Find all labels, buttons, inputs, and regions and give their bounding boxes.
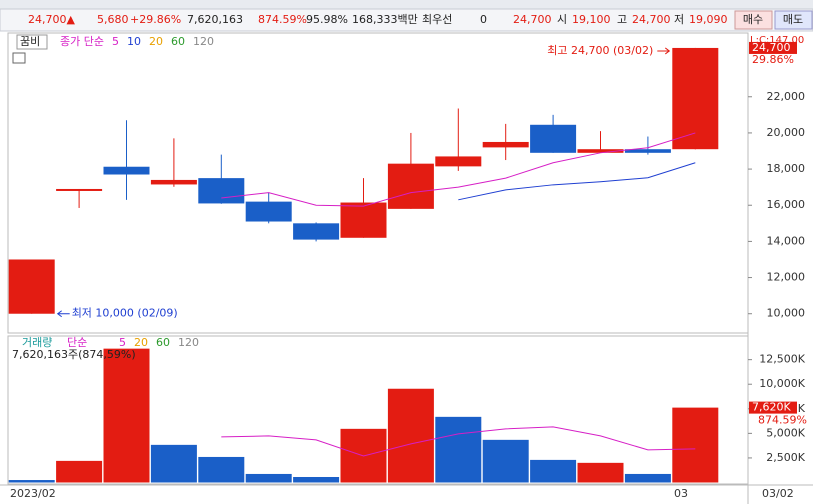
quote-row xyxy=(0,8,813,32)
volume-ratio: 874.59% xyxy=(258,13,307,26)
low-label: 저 xyxy=(674,13,684,26)
candle-body xyxy=(624,149,671,153)
y-tick-label: 16,000 xyxy=(767,198,806,211)
panel-name: 거래량 xyxy=(22,336,52,349)
y-tick-label: 18,000 xyxy=(767,162,806,175)
candle-body xyxy=(530,124,577,153)
volume-bar xyxy=(293,476,340,483)
volume-bar xyxy=(482,439,529,483)
y-tick-label: 5,000K xyxy=(766,426,805,439)
last-pct: 29.86% xyxy=(752,53,794,66)
axis-top: L:C:147.00 xyxy=(750,35,804,46)
best-value: 0 xyxy=(480,13,487,26)
candle-body xyxy=(387,163,434,209)
volume-bar xyxy=(245,473,292,483)
open: 19,100 xyxy=(572,13,611,26)
volume-bar xyxy=(672,407,719,483)
buy-label[interactable]: 매수 xyxy=(743,13,763,26)
ma-legend: 10 xyxy=(127,35,141,48)
candle-body xyxy=(340,202,387,238)
ma-legend: 120 xyxy=(193,35,214,48)
ma-legend: 60 xyxy=(156,336,170,349)
panel-name: 꿈비 xyxy=(20,35,40,48)
ma-legend: 20 xyxy=(134,336,148,349)
volume-bar xyxy=(198,456,245,483)
volume-bar xyxy=(577,462,624,483)
ma-legend: 5 xyxy=(112,35,119,48)
price: 24,700▲ xyxy=(28,13,75,26)
high: 24,700 xyxy=(632,13,671,26)
volume: 7,620,163 xyxy=(187,13,243,26)
ma-line xyxy=(458,162,696,201)
volume-box xyxy=(749,401,797,414)
ma-line xyxy=(221,426,696,457)
change: 5,680 xyxy=(97,13,129,26)
high-annotation: 최고 24,700 (03/02) xyxy=(547,44,653,57)
indicator: 종가 단순 xyxy=(60,35,104,48)
candle-body xyxy=(56,188,103,191)
candle-body xyxy=(150,179,197,185)
ma-legend: 5 xyxy=(119,336,126,349)
y-tick-label: 10,000K xyxy=(759,377,805,390)
ma-legend: 120 xyxy=(178,336,199,349)
volume-summary: 7,620,163주(874,59%) xyxy=(12,348,136,361)
icon[interactable] xyxy=(12,52,26,64)
amount: 168,333백만 xyxy=(352,13,418,26)
candle-body xyxy=(103,166,150,175)
y-tick-label: 14,000 xyxy=(767,234,806,247)
candle-body xyxy=(293,223,340,240)
ma-legend: 60 xyxy=(171,35,185,48)
arrow xyxy=(56,310,70,318)
y-tick-label: 12,000 xyxy=(767,271,806,284)
y-tick-label: 12,500K xyxy=(759,353,805,366)
low-annotation: 최저 10,000 (02/09) xyxy=(72,307,178,320)
candle-body xyxy=(577,149,624,153)
volume-bar xyxy=(624,473,671,483)
sell-button[interactable] xyxy=(774,10,813,30)
indicator: 단순 xyxy=(67,336,87,349)
toolbar-row xyxy=(0,0,813,9)
turnover: 95.98% xyxy=(306,13,348,26)
candle-body xyxy=(8,259,55,314)
ma-line xyxy=(221,132,696,207)
name-box xyxy=(16,34,48,50)
candle-body xyxy=(672,47,719,150)
volume-bar xyxy=(530,459,577,483)
best-price: 24,700 xyxy=(513,13,552,26)
volume-bar xyxy=(387,388,434,483)
volume-bar xyxy=(150,444,197,483)
last-volume: 7,620K xyxy=(752,401,791,414)
ma-legend: 20 xyxy=(149,35,163,48)
y-tick-label: 10,000 xyxy=(767,307,806,320)
sell-label[interactable]: 매도 xyxy=(783,13,803,26)
y-tick-label: 22,000 xyxy=(767,90,806,103)
candle-body xyxy=(482,141,529,148)
high-label: 고 xyxy=(617,13,627,26)
best-label: 최우선 xyxy=(422,13,452,26)
y-tick-label: 20,000 xyxy=(767,126,806,139)
volume-bar xyxy=(103,348,150,483)
last-volume-pct: 874.59% xyxy=(758,414,807,427)
candle-body xyxy=(198,178,245,204)
volume-bar xyxy=(8,480,55,483)
x-month: 03 xyxy=(674,487,688,500)
volume-bar xyxy=(56,460,103,483)
open-label: 시 xyxy=(557,13,567,26)
low: 19,090 xyxy=(689,13,728,26)
change-pct: +29.86% xyxy=(130,13,181,26)
x-start: 2023/02 xyxy=(10,487,56,500)
last-price: 24,700 xyxy=(752,41,791,54)
candle-body xyxy=(435,156,482,167)
x-last: 03/02 xyxy=(762,487,794,500)
volume-bar xyxy=(435,416,482,483)
buy-button[interactable] xyxy=(734,10,773,30)
candle-body xyxy=(245,201,292,222)
price-box xyxy=(749,41,797,54)
arrow xyxy=(657,47,671,55)
y-tick-label: 2,500K xyxy=(766,451,805,464)
